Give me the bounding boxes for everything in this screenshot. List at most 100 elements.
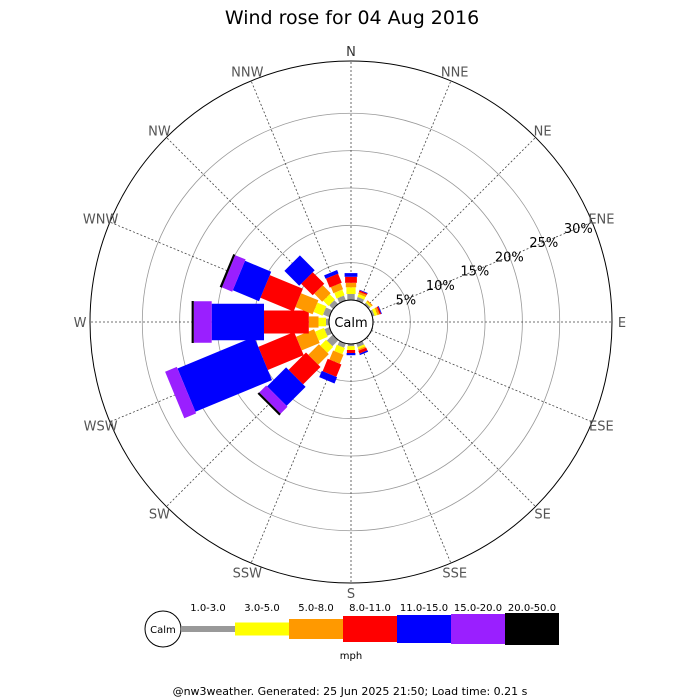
petal-sw-bin-3: [288, 352, 321, 385]
petal-ssw-bin-3: [322, 358, 342, 377]
direction-labels: N NNE NE ENE E ESE SE SSE S SSW SW WSW W WNW NW NNW: [74, 45, 627, 602]
radial-tick-label: 15%: [460, 265, 489, 280]
radial-tick-label: 5%: [395, 293, 416, 308]
petal-sw-bin-4: [267, 367, 306, 406]
legend-swatch: [289, 619, 343, 639]
petal-w-bin-3: [264, 310, 309, 334]
spoke-ese: [371, 330, 593, 423]
petal-wsw-bin-1: [315, 327, 328, 341]
petal-sse-bin-3: [358, 347, 368, 354]
petal-ne-bin-0: [364, 302, 371, 309]
petal-wnw-bin-5: [221, 255, 246, 292]
petal-wnw-bin-2: [295, 293, 319, 315]
petal-nnw-bin-3: [326, 273, 342, 288]
outer-ring: [89, 60, 613, 584]
chart-title: Wind rose for 04 Aug 2016: [225, 7, 479, 29]
petal-ssw-bin-0: [337, 341, 346, 348]
legend-bin-label: 20.0-50.0: [508, 603, 556, 614]
petal-w-bin-2: [308, 316, 319, 328]
legend-bin-label: 15.0-20.0: [454, 603, 502, 614]
direction-label-ssw: SSW: [233, 566, 263, 581]
direction-label-sw: SW: [149, 508, 170, 523]
petal-sw-bin-2: [308, 344, 329, 365]
petal-ssw-bin-2: [329, 350, 344, 364]
direction-label-ene: ENE: [588, 212, 614, 227]
legend-swatch: [397, 615, 451, 643]
petal-wnw-bin-6: [219, 254, 236, 288]
direction-label-nnw: NNW: [231, 66, 263, 81]
petal-nne-bin-1: [357, 294, 366, 300]
petal-s-bin-3: [346, 350, 356, 353]
petal-nw-bin-0: [329, 300, 338, 309]
radial-tick-label: 10%: [426, 279, 455, 294]
petal-ne-bin-1: [365, 301, 372, 308]
direction-label-ne: NE: [534, 124, 552, 139]
radial-tick-label: 30%: [564, 222, 593, 237]
petal-wsw-bin-2: [296, 329, 320, 351]
legend-swatch: [505, 613, 559, 645]
petal-s-bin-4: [346, 353, 356, 356]
legend-bin-label: 8.0-11.0: [349, 603, 391, 614]
footer-credit: @nw3weather. Generated: 25 Jun 2025 21:5…: [173, 685, 528, 698]
petal-wnw-bin-4: [232, 260, 272, 302]
petal-ene-bin-2: [374, 307, 380, 316]
petal-n-bin-4: [344, 273, 358, 277]
direction-label-wnw: WNW: [83, 212, 119, 227]
petal-n-bin-2: [345, 282, 357, 288]
petal-sse-bin-1: [357, 344, 366, 350]
petal-sw-bin-1: [320, 339, 334, 353]
direction-label-wsw: WSW: [84, 420, 118, 435]
petal-nw-bin-4: [284, 255, 315, 286]
wind-petals: [165, 254, 382, 419]
spoke-nne: [359, 80, 452, 302]
petal-wsw-bin-3: [258, 332, 304, 370]
legend-calm-label: Calm: [150, 625, 176, 636]
direction-label-nne: NNE: [441, 66, 469, 81]
petal-nnw-bin-1: [334, 289, 345, 299]
petal-nne-bin-2: [358, 291, 367, 297]
petal-w-bin-6: [191, 301, 194, 343]
petal-sw-bin-5: [259, 385, 288, 414]
petal-wnw-bin-3: [260, 275, 303, 312]
petal-ene-bin-3: [376, 306, 382, 315]
petal-w-bin-1: [318, 317, 326, 327]
legend-swatch: [181, 626, 235, 632]
petal-ssw-bin-4: [319, 370, 338, 384]
speed-legend: Calm 1.0-3.0 3.0-5.0 5.0-8.0 8.0-11.0 11.0-15…: [144, 603, 559, 662]
direction-label-w: W: [74, 316, 87, 331]
petal-nne-bin-0: [356, 296, 364, 303]
legend-swatch: [235, 622, 289, 636]
petal-n-bin-0: [347, 294, 355, 300]
petal-sse-bin-2: [358, 346, 366, 351]
radial-tick-label: 25%: [529, 236, 558, 251]
petal-nne-bin-3: [358, 290, 368, 295]
petal-ene-bin-0: [370, 309, 375, 317]
petal-s-bin-0: [347, 344, 355, 347]
petal-nw-bin-3: [301, 272, 325, 296]
direction-label-s: S: [347, 587, 355, 602]
petal-n-bin-1: [346, 287, 356, 294]
legend-bin-label: 1.0-3.0: [190, 603, 225, 614]
direction-label-se: SE: [534, 508, 550, 523]
petal-w-bin-0: [326, 318, 329, 326]
direction-label-nw: NW: [148, 124, 171, 139]
direction-label-n: N: [346, 45, 356, 60]
petal-sw-bin-6: [257, 392, 281, 416]
radial-tick-label: 20%: [495, 250, 524, 265]
petal-sse-bin-4: [359, 350, 369, 356]
petal-n-bin-3: [345, 276, 357, 283]
spoke-se: [366, 337, 536, 507]
petal-wsw-bin-4: [177, 336, 272, 412]
grid-ring: [141, 112, 561, 532]
direction-label-ese: ESE: [589, 420, 614, 435]
legend-bin-label: 3.0-5.0: [244, 603, 279, 614]
radial-tick-labels: 5% 10% 15% 20% 25% 30%: [395, 222, 592, 308]
petal-wnw-bin-1: [313, 302, 327, 316]
petal-w-bin-5: [193, 301, 212, 343]
petal-s-bin-1: [347, 346, 355, 350]
legend-bin-label: 11.0-15.0: [400, 603, 448, 614]
petal-nne-bin-4: [359, 289, 368, 294]
petal-sse-bin-0: [356, 341, 364, 348]
petal-nw-bin-2: [314, 285, 331, 302]
petal-ne-bin-2: [366, 300, 373, 307]
